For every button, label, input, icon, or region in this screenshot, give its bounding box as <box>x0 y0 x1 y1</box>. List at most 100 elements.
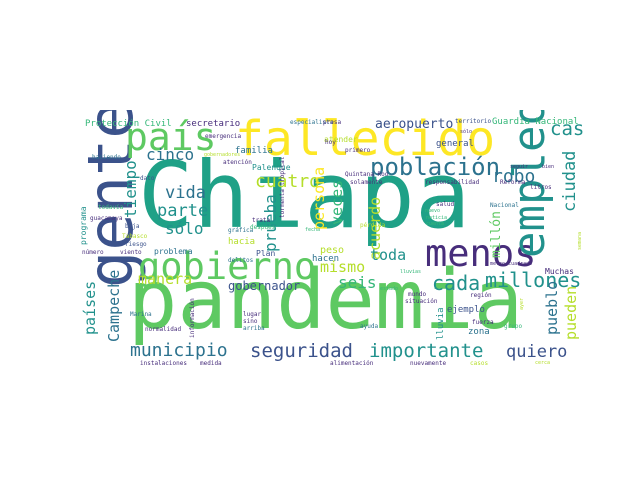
word-primero: primero <box>345 147 371 154</box>
word-fallecido: fallecido <box>235 111 496 167</box>
word-solo: sólo <box>165 219 204 238</box>
word-persona: persona <box>310 166 328 230</box>
word-hacia: hacia <box>228 237 256 247</box>
word-familia: familia <box>235 146 273 156</box>
word-parte: parte <box>157 201 209 221</box>
word-pueden: pueden <box>562 285 580 340</box>
word-seis: seis <box>338 273 377 292</box>
word-veces: veces <box>328 179 346 225</box>
word-metro-cuadrado: metro cuadrado <box>490 261 533 267</box>
word-cinco: cinco <box>146 145 195 164</box>
word-cuatro: cuatro <box>255 171 321 192</box>
word-cerca: cerca <box>535 360 551 366</box>
word-muchas: Muchas <box>545 267 574 276</box>
word-grafica: gráfica <box>228 227 254 234</box>
word-estado: estado <box>380 286 399 292</box>
word-territorio: territorio <box>455 118 492 125</box>
word-programa: programa <box>80 206 88 245</box>
word-guacamaya: guacamaya <box>90 215 123 222</box>
word-manera: manera <box>138 270 193 288</box>
word-seguir: seguir <box>510 164 529 170</box>
word-paises: países <box>81 280 99 335</box>
word-fuerza: fuerza <box>472 319 494 326</box>
word-gobernadores: gobernadores <box>204 152 241 158</box>
word-pandemia: pandemia <box>128 253 523 348</box>
word-alimentacion: alimentación <box>330 360 374 367</box>
word-ejemplo: ejemplo <box>447 305 485 315</box>
word-quintana-roo: Quintana Roo <box>345 171 389 178</box>
word-peso: peso <box>320 245 345 256</box>
word-guardia-nacional: Guardia Nacional <box>492 117 579 127</box>
word-chiapa: Chiapa <box>138 142 471 249</box>
word-general: general <box>436 139 474 149</box>
word-mismo: mismo <box>320 258 366 276</box>
word-ayer: ayer <box>519 297 525 310</box>
word-litros: litros <box>530 184 552 191</box>
word-secretario: secretario <box>186 119 241 129</box>
word-arriba: arriba <box>243 325 265 332</box>
word-casa: casa <box>550 118 585 140</box>
word-trata: trata <box>252 217 271 224</box>
word-quiero: quiero <box>506 342 568 362</box>
word-presa: presa <box>323 119 342 126</box>
word-zona: zona <box>468 327 490 337</box>
word-grupo: grupo <box>504 323 523 330</box>
word-vida: vida <box>165 183 206 203</box>
word-responsabilidad: responsabilidad <box>425 179 480 186</box>
word-solamente: solamente <box>350 179 383 186</box>
word-solo-small: sólo <box>460 129 473 135</box>
word-poblacion: población <box>370 153 501 181</box>
word-instalaciones: instalaciones <box>140 360 187 367</box>
word-pueblo: pueblo <box>543 280 561 335</box>
word-hoy: hoy <box>325 139 336 146</box>
word-tiempo: tiempo <box>121 160 140 218</box>
word-problema: problema <box>154 247 193 256</box>
word-pais: país <box>125 115 217 159</box>
word-emergencia: emergencia <box>205 133 242 140</box>
word-marina: Marina <box>130 311 152 318</box>
word-especialista: especialista <box>290 119 334 126</box>
word-proteccion-civil: Protección Civil <box>85 119 172 129</box>
word-perdida: pérdida <box>360 222 386 229</box>
word-casos: casos <box>470 360 489 367</box>
word-nuevo: nuevo <box>425 208 441 214</box>
word-hacen: hacen <box>312 254 340 264</box>
word-numero: número <box>82 249 104 256</box>
word-fecha: fecha <box>305 227 321 233</box>
word-tabasco: Tabasco <box>122 233 148 240</box>
word-medida: medida <box>200 360 222 367</box>
word-delitos: delitos <box>228 257 254 264</box>
word-normalidad: normalidad <box>145 326 182 333</box>
word-menos: menos <box>425 232 537 275</box>
word-palenque: Palenque <box>252 163 291 172</box>
word-haciendo: haciendo <box>92 154 121 161</box>
word-tormenta-tropical: tormenta tropical <box>279 156 286 218</box>
word-salud: salud <box>436 201 455 208</box>
word-sino: sino <box>243 318 258 325</box>
word-riesgo: riesgo <box>125 241 147 248</box>
word-mundo: mundo <box>408 291 427 298</box>
word-situacion: situación <box>405 298 438 305</box>
word-cuenta: cuenta <box>426 221 445 227</box>
word-semana: semana <box>577 231 583 250</box>
word-bien: bien <box>542 164 555 170</box>
word-millon: millón <box>489 211 504 258</box>
word-nuevamente: nuevamente <box>410 360 447 367</box>
word-gobernador: gobernador <box>228 279 301 293</box>
word-atencion: atención <box>223 159 252 166</box>
word-todavia: todavía <box>98 204 124 211</box>
word-cloud: Chiapa pandemia gente fallecido gobierno… <box>80 110 585 368</box>
word-lluvia: lluvia <box>436 307 446 340</box>
word-region: región <box>470 292 492 299</box>
word-despues: después <box>250 224 276 231</box>
word-baja: baja <box>125 223 140 230</box>
word-ciudad: ciudad <box>560 150 580 212</box>
word-lugar: lugar <box>243 311 262 318</box>
word-importante: importante <box>369 340 484 362</box>
word-plan: Plan <box>256 249 276 258</box>
word-noticia: noticia <box>426 215 448 221</box>
word-dato: dato <box>140 175 155 182</box>
word-reforma: Reforma <box>500 179 526 186</box>
word-aeropuerto: aeropuerto <box>375 117 454 132</box>
word-municipio: municipio <box>130 340 228 361</box>
